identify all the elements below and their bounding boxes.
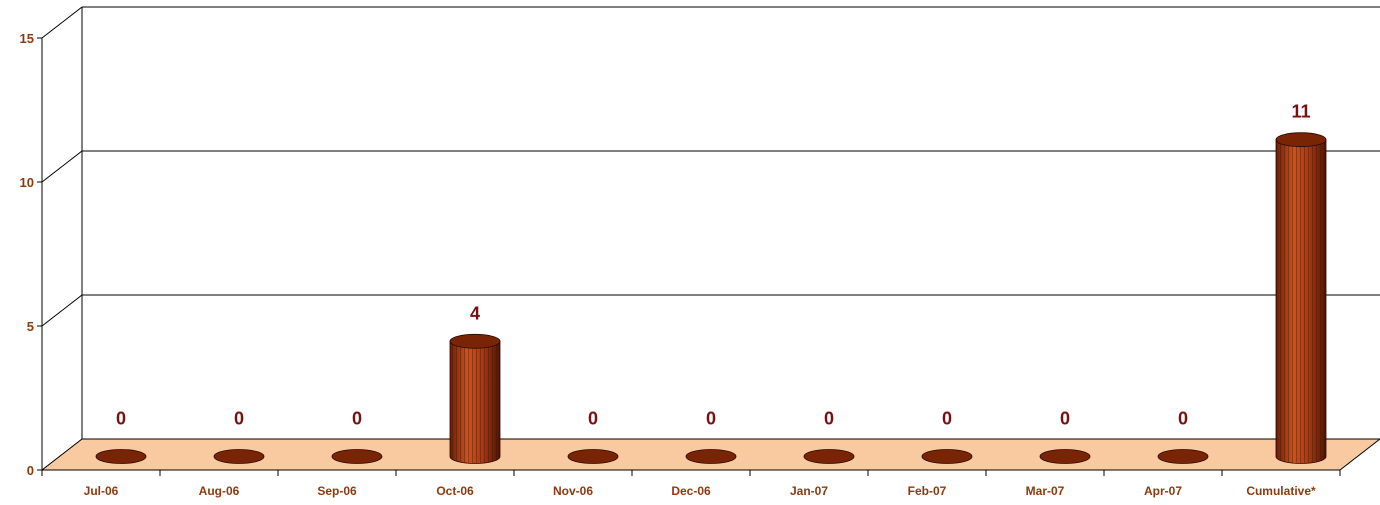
bar xyxy=(1157,449,1209,464)
x-tick-label: Sep-06 xyxy=(317,484,357,498)
x-tick-label: Aug-06 xyxy=(199,484,240,498)
bar xyxy=(1039,449,1091,464)
data-label: 0 xyxy=(234,409,244,429)
data-label: 0 xyxy=(706,409,716,429)
y-tick-label: 15 xyxy=(20,31,34,46)
bar xyxy=(803,449,855,464)
bar-top xyxy=(567,449,619,464)
bar xyxy=(1275,132,1327,464)
bar-body-texture xyxy=(450,341,500,464)
x-tick-label: Jul-06 xyxy=(84,484,119,498)
bar-top xyxy=(95,449,147,464)
chart-frame: 0 5 10 15 xyxy=(20,6,1380,478)
chart-marks: 0 Jul-06 0 Aug-06 0 Sep-06 4 Oct-06 0 Nov-06 0 Dec-… xyxy=(84,102,1327,498)
data-label: 0 xyxy=(588,409,598,429)
bar-top xyxy=(1275,132,1327,148)
bar-top xyxy=(1157,449,1209,464)
x-tick-label: Oct-06 xyxy=(436,484,474,498)
bar-top xyxy=(1039,449,1091,464)
data-label: 0 xyxy=(1060,409,1070,429)
y-tick-label: 10 xyxy=(20,175,34,190)
x-tick-label: Jan-07 xyxy=(790,484,828,498)
bar xyxy=(685,449,737,464)
x-tick-label: Cumulative* xyxy=(1246,484,1316,498)
bar-body-texture xyxy=(1276,139,1326,464)
x-tick-label: Dec-06 xyxy=(671,484,711,498)
y-tick-label: 5 xyxy=(27,319,34,334)
y-tick-label: 0 xyxy=(27,463,34,478)
data-label: 0 xyxy=(824,409,834,429)
bar xyxy=(95,449,147,464)
bar-top xyxy=(449,333,501,349)
data-label: 0 xyxy=(352,409,362,429)
bar xyxy=(331,449,383,464)
bar-top xyxy=(331,449,383,464)
side-wall-gridline xyxy=(41,294,83,327)
x-tick-label: Nov-06 xyxy=(553,484,593,498)
bar xyxy=(213,449,265,464)
x-tick-label: Mar-07 xyxy=(1026,484,1065,498)
bar-top xyxy=(803,449,855,464)
x-tick-label: Feb-07 xyxy=(908,484,947,498)
x-tick-label: Apr-07 xyxy=(1144,484,1182,498)
data-label: 4 xyxy=(470,303,480,323)
bar-top xyxy=(213,449,265,464)
bar-top xyxy=(685,449,737,464)
bar xyxy=(567,449,619,464)
data-label: 0 xyxy=(116,409,126,429)
data-label: 11 xyxy=(1291,102,1310,122)
bar-top xyxy=(921,449,973,464)
data-label: 0 xyxy=(1178,409,1188,429)
data-label: 0 xyxy=(942,409,952,429)
bar xyxy=(449,333,501,464)
bar xyxy=(921,449,973,464)
side-wall-gridline xyxy=(41,6,83,39)
side-wall-gridline xyxy=(41,150,83,183)
